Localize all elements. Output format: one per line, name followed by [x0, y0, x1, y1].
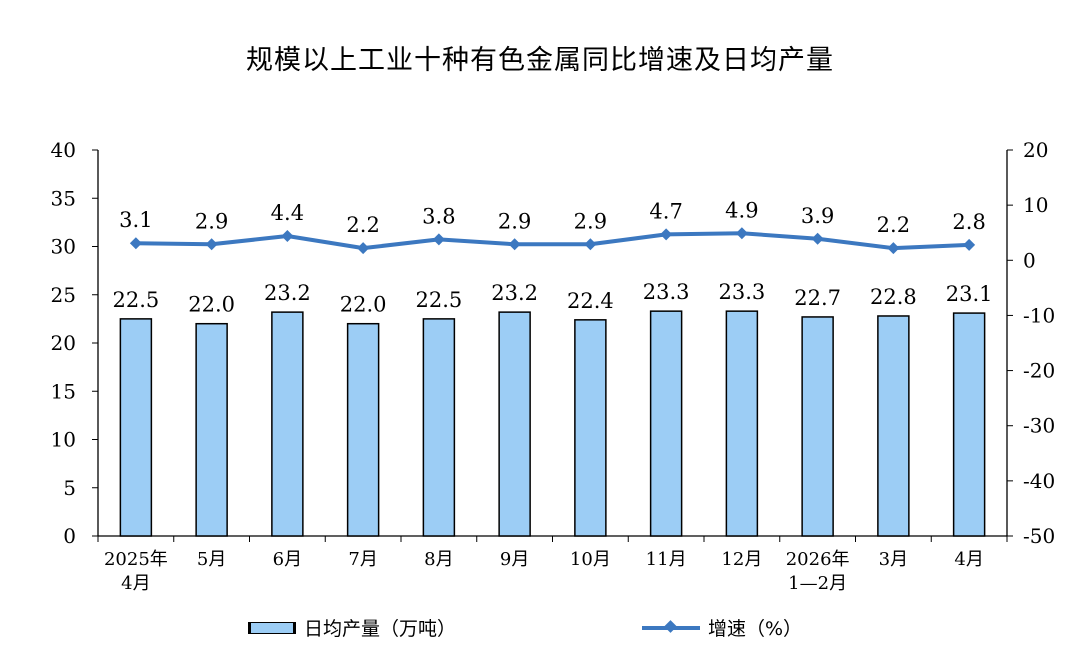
- x-tick-label: 6月: [273, 549, 302, 570]
- x-tick-label: 3月: [879, 549, 908, 570]
- y-left-tick-label: 5: [63, 476, 76, 500]
- bar-data-label: 22.0: [188, 293, 235, 317]
- y-right-tick-label: 10: [1023, 193, 1048, 217]
- bar-data-label: 23.1: [946, 282, 993, 306]
- x-tick-label: 4月: [121, 573, 150, 594]
- line-data-label: 3.1: [119, 208, 152, 232]
- line-data-label: 2.9: [498, 209, 531, 233]
- x-tick-label: 12月: [721, 549, 762, 570]
- bar: [649, 310, 683, 537]
- y-left-tick-label: 15: [51, 379, 76, 403]
- x-tick-label: 1—2月: [788, 573, 847, 594]
- bar: [952, 312, 986, 537]
- x-tick-label: 5月: [197, 549, 226, 570]
- bar-data-label: 22.7: [794, 286, 841, 310]
- line-data-label: 4.4: [271, 201, 304, 225]
- y-right-tick-label: -10: [1023, 303, 1055, 327]
- line-data-label: 2.9: [574, 209, 607, 233]
- x-tick-label: 8月: [424, 549, 453, 570]
- x-tick-label: 11月: [646, 549, 687, 570]
- line-point: [205, 238, 218, 251]
- y-left-tick-label: 0: [63, 524, 76, 548]
- y-right-tick-label: 0: [1023, 248, 1036, 272]
- line-point: [963, 238, 976, 251]
- line-data-label: 2.9: [195, 209, 228, 233]
- line-point: [811, 232, 824, 245]
- x-tick-label: 7月: [348, 549, 377, 570]
- bar-data-label: 22.5: [112, 288, 159, 312]
- bar: [422, 318, 456, 537]
- bar-data-label: 23.2: [264, 281, 311, 305]
- y-right-tick-label: -50: [1023, 524, 1055, 548]
- y-right-tick-label: -40: [1023, 469, 1055, 493]
- y-left-tick-label: 30: [51, 235, 76, 259]
- line-data-label: 4.7: [649, 199, 682, 223]
- legend-bar-swatch: [248, 621, 296, 634]
- x-tick-label: 10月: [570, 549, 611, 570]
- bar-data-label: 22.0: [340, 293, 387, 317]
- line-point: [357, 242, 370, 255]
- bar-data-label: 23.2: [491, 281, 538, 305]
- y-right-tick-label: -30: [1023, 414, 1055, 438]
- x-tick-label: 9月: [500, 549, 529, 570]
- y-left-tick-label: 25: [51, 283, 76, 307]
- line-data-label: 2.8: [952, 210, 985, 234]
- y-left-tick-label: 40: [51, 138, 76, 162]
- bar-data-label: 23.3: [643, 280, 690, 304]
- y-left-tick-label: 20: [51, 331, 76, 355]
- line-point: [508, 238, 521, 251]
- line-data-label: 3.8: [422, 204, 455, 228]
- y-right-tick-label: 20: [1023, 138, 1048, 162]
- bar: [195, 322, 228, 537]
- line-data-label: 2.2: [346, 213, 379, 237]
- line-point: [660, 228, 673, 241]
- line-point: [432, 233, 445, 246]
- line-point: [281, 230, 294, 243]
- y-left-tick-label: 10: [51, 428, 76, 452]
- chart-title: 规模以上工业十种有色金属同比增速及日均产量: [246, 45, 834, 76]
- y-left-tick-label: 35: [51, 186, 76, 210]
- x-tick-label: 4月: [954, 549, 983, 570]
- y-right-tick-label: -20: [1023, 359, 1055, 383]
- bar: [346, 322, 380, 537]
- bar-data-label: 23.3: [718, 280, 765, 304]
- x-tick-label: 2026年: [786, 549, 850, 570]
- bar-data-label: 22.5: [415, 288, 462, 312]
- line-data-label: 4.9: [725, 198, 758, 222]
- bar: [801, 316, 834, 537]
- growth-line: [135, 231, 970, 251]
- line-data-label: 3.9: [801, 204, 834, 228]
- line-point: [584, 238, 597, 251]
- bar-data-label: 22.4: [567, 289, 614, 313]
- legend-bar-series: 日均产量（万吨）: [248, 614, 456, 641]
- legend-line-swatch: [642, 619, 700, 633]
- line-point: [735, 227, 748, 240]
- bar: [574, 319, 607, 537]
- bar: [877, 315, 910, 537]
- bar: [119, 318, 153, 537]
- bar-data-label: 22.8: [870, 285, 917, 309]
- legend-line-series: 增速（%）: [642, 614, 802, 641]
- line-point: [129, 237, 142, 250]
- bar: [725, 310, 759, 537]
- line-point: [887, 242, 900, 255]
- bar: [271, 311, 304, 537]
- bar: [498, 311, 531, 537]
- legend-line-label: 增速（%）: [708, 618, 803, 640]
- legend-bar-label: 日均产量（万吨）: [304, 618, 457, 640]
- line-data-label: 2.2: [877, 213, 910, 237]
- x-tick-label: 2025年: [104, 549, 168, 570]
